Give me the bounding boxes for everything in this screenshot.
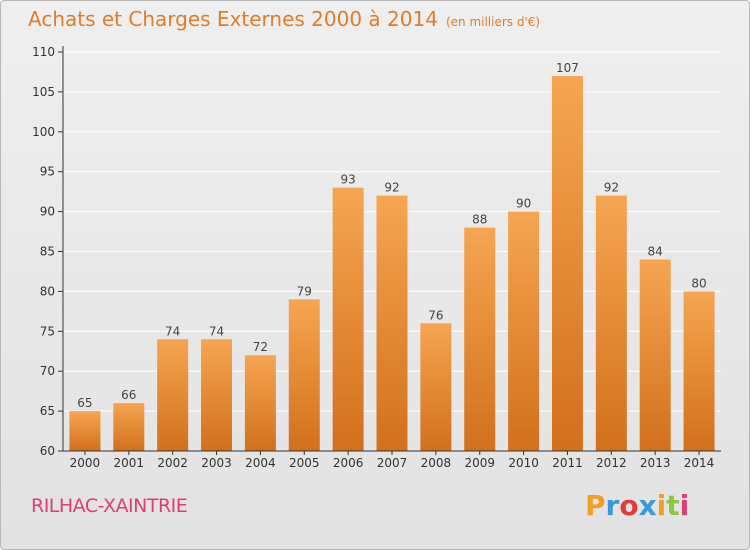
- x-tick-label-2000: 2000: [70, 456, 101, 470]
- x-tick-label-2002: 2002: [157, 456, 188, 470]
- value-label-2000: 65: [77, 396, 92, 410]
- bar-2012: [595, 195, 627, 451]
- y-tick-label: 95: [40, 165, 55, 179]
- value-label-2012: 92: [604, 181, 619, 195]
- value-label-2002: 74: [165, 324, 180, 338]
- proxiti-logo[interactable]: Proxiti: [585, 489, 689, 522]
- bar-2010: [508, 211, 540, 451]
- logo-letter: i: [679, 489, 690, 522]
- y-tick-label: 85: [40, 245, 55, 259]
- labels: 60 65 70 75 80 85 90 95 100 105 110 65 2000 66 2001 74 2…: [32, 45, 714, 470]
- bar-2003: [201, 339, 233, 451]
- x-tick-label-2012: 2012: [596, 456, 627, 470]
- bar-2013: [639, 259, 671, 451]
- x-tick-label-2007: 2007: [377, 456, 408, 470]
- y-tick-label: 70: [40, 364, 55, 378]
- x-tick-label-2008: 2008: [421, 456, 452, 470]
- x-tick-label-2011: 2011: [552, 456, 583, 470]
- bar-2004: [244, 355, 276, 451]
- y-tick-label: 75: [40, 324, 55, 338]
- x-tick-label-2001: 2001: [114, 456, 145, 470]
- logo-letter: i: [656, 489, 667, 522]
- y-tick-label: 105: [32, 85, 55, 99]
- y-tick-label: 60: [40, 444, 55, 458]
- bar-2009: [464, 227, 496, 451]
- x-tick-label-2014: 2014: [684, 456, 715, 470]
- logo-letter: t: [666, 489, 680, 522]
- chart-title: Achats et Charges Externes 2000 à 2014 (e…: [28, 7, 540, 31]
- value-label-2013: 84: [648, 244, 663, 258]
- bar-2007: [376, 195, 408, 451]
- y-tick-label: 65: [40, 404, 55, 418]
- x-tick-label-2003: 2003: [201, 456, 232, 470]
- logo-letter: r: [605, 489, 620, 522]
- y-tick-label: 110: [32, 45, 55, 59]
- bar-2001: [113, 403, 145, 451]
- value-label-2006: 93: [340, 173, 355, 187]
- x-tick-label-2004: 2004: [245, 456, 276, 470]
- commune-name: RILHAC-XAINTRIE: [31, 495, 188, 517]
- x-tick-label-2010: 2010: [508, 456, 539, 470]
- value-label-2007: 92: [384, 181, 399, 195]
- chart-unit: (en milliers d'€): [445, 15, 541, 29]
- chart-title-text: Achats et Charges Externes 2000 à 2014: [28, 7, 438, 31]
- x-tick-label-2006: 2006: [333, 456, 364, 470]
- bar-2014: [683, 291, 715, 451]
- bar-2006: [332, 187, 364, 451]
- bar-2002: [157, 339, 189, 451]
- x-tick-label-2013: 2013: [640, 456, 671, 470]
- logo-letter: o: [619, 489, 639, 522]
- bar-2005: [288, 299, 320, 451]
- value-label-2009: 88: [472, 213, 487, 227]
- value-label-2003: 74: [209, 324, 224, 338]
- bar-2008: [420, 323, 452, 451]
- value-label-2005: 79: [297, 284, 312, 298]
- x-tick-label-2009: 2009: [464, 456, 495, 470]
- logo-letter: P: [585, 489, 606, 522]
- value-label-2008: 76: [428, 308, 443, 322]
- bars: [69, 75, 715, 451]
- y-tick-label: 100: [32, 125, 55, 139]
- value-label-2001: 66: [121, 388, 136, 402]
- axes: [58, 46, 721, 455]
- bar-2011: [551, 75, 583, 451]
- y-tick-label: 80: [40, 284, 55, 298]
- x-tick-label-2005: 2005: [289, 456, 320, 470]
- value-label-2004: 72: [253, 340, 268, 354]
- logo-letter: x: [638, 489, 657, 522]
- value-label-2011: 107: [556, 61, 579, 75]
- value-label-2014: 80: [691, 276, 706, 290]
- y-tick-label: 90: [40, 205, 55, 219]
- value-label-2010: 90: [516, 197, 531, 211]
- bar-2000: [69, 411, 101, 451]
